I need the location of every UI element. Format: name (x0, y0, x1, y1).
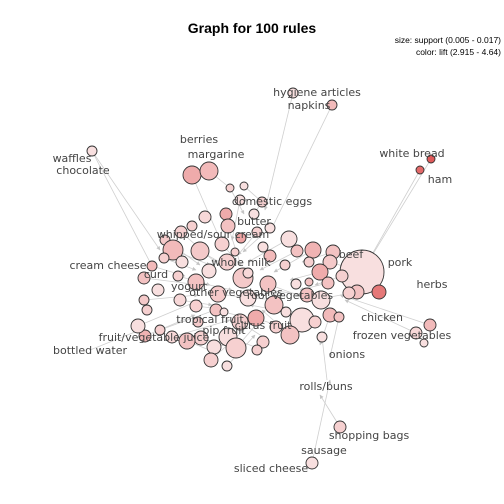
item-label-ham: ham (428, 173, 452, 186)
item-label-herbs: herbs (417, 278, 448, 291)
rule-node (281, 231, 297, 247)
rule-node (281, 307, 291, 317)
item-label-cream-cheese: cream cheese (69, 259, 146, 272)
item-label-hygiene-articles: hygiene articles (273, 86, 361, 99)
rule-node (291, 279, 301, 289)
rule-edge (322, 337, 327, 380)
rule-node (199, 211, 211, 223)
rule-node (204, 353, 218, 367)
legend-size: size: support (0.005 - 0.017) (395, 35, 501, 45)
rule-node (191, 242, 209, 260)
rule-edge (272, 105, 332, 228)
item-label-napkins: napkins (288, 99, 331, 112)
rule-node (343, 287, 355, 299)
rule-node (200, 162, 218, 180)
item-label-onions: onions (329, 348, 365, 361)
item-label-beef: beef (339, 248, 365, 261)
item-label-berries: berries (180, 133, 218, 146)
item-label-butter: butter (237, 215, 271, 228)
rule-node (305, 242, 321, 258)
item-label-chocolate: chocolate (56, 164, 110, 177)
rule-node (142, 305, 152, 315)
item-label-rolls-buns: rolls/buns (299, 380, 352, 393)
rule-node (240, 182, 248, 190)
item-label-pork: pork (388, 256, 413, 269)
rule-node (226, 184, 234, 192)
item-label-root-vegetables: root vegetables (247, 289, 333, 302)
rule-node (304, 257, 314, 267)
item-label-whipped-sour-cream: whipped/sour cream (157, 228, 269, 241)
item-label-fruit-vegetable-juice: fruit/vegetable juice (99, 331, 210, 344)
rule-node (176, 256, 188, 268)
rule-node (309, 316, 321, 328)
rule-node (226, 338, 246, 358)
rule-node (139, 295, 149, 305)
legend-color: color: lift (2.915 - 4.64) (416, 47, 501, 57)
rule-node (190, 300, 202, 312)
rule-node (322, 277, 334, 289)
rule-node (252, 345, 262, 355)
item-label-sliced-cheese: sliced cheese (234, 462, 308, 475)
rule-node (291, 245, 303, 257)
rule-node (280, 260, 290, 270)
item-label-whole-milk: whole milk (211, 256, 271, 269)
item-label-bottled-water: bottled water (53, 344, 127, 357)
rule-node (258, 242, 268, 252)
rule-node (222, 361, 232, 371)
graph-title: Graph for 100 rules (188, 20, 317, 36)
rule-node-layer (87, 88, 436, 469)
item-label-domestic-eggs: domestic eggs (232, 195, 313, 208)
item-label-margarine: margarine (188, 148, 245, 161)
item-label-sausage: sausage (301, 444, 347, 457)
rule-node (183, 166, 201, 184)
rule-node (334, 312, 344, 322)
rule-node (317, 332, 327, 342)
item-label-chicken: chicken (361, 311, 403, 324)
item-label-white-bread: white bread (379, 147, 444, 160)
rule-node (372, 285, 386, 299)
rule-node (305, 278, 313, 286)
item-label-shopping-bags: shopping bags (329, 429, 410, 442)
rule-node (336, 270, 348, 282)
item-label-frozen-vegetables: frozen vegetables (353, 329, 452, 342)
rule-node (152, 284, 164, 296)
rule-node (243, 268, 253, 278)
item-label-curd: curd (144, 268, 168, 281)
rule-node (231, 248, 239, 256)
rule-node (416, 166, 424, 174)
rule-node (220, 208, 232, 220)
rule-node (159, 253, 169, 263)
rule-node (174, 294, 186, 306)
